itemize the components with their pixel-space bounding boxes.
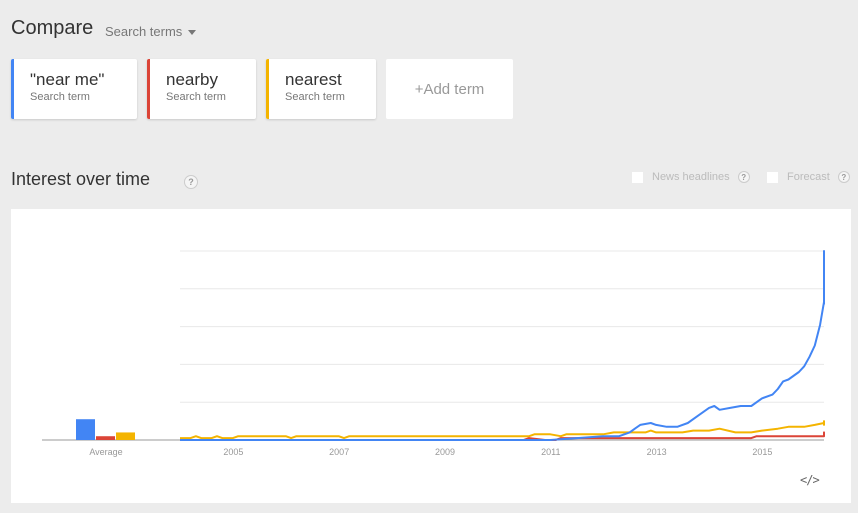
series-line[interactable] [180, 420, 825, 440]
section-title: Interest over time [11, 169, 151, 189]
x-tick-label: 2013 [647, 447, 667, 457]
news-headlines-checkbox[interactable] [632, 171, 643, 183]
search-terms-dropdown[interactable]: Search terms [105, 24, 197, 39]
average-bar[interactable] [96, 436, 115, 440]
x-tick-label: 2015 [752, 447, 772, 457]
help-icon[interactable]: ? [184, 175, 198, 189]
average-bar[interactable] [116, 432, 135, 440]
x-tick-label: 2005 [223, 447, 243, 457]
series-line[interactable] [180, 431, 825, 441]
line-chart-svg: Average 2005 2007 2009 2011 2013 2015 [42, 250, 825, 457]
term-color-bar [147, 59, 150, 119]
caret-down-icon [188, 30, 197, 35]
term-color-bar [266, 59, 269, 119]
average-bar[interactable] [76, 419, 95, 440]
term-color-bar [11, 59, 14, 119]
x-tick-label: 2011 [541, 447, 560, 457]
forecast-label: Forecast [787, 171, 830, 183]
term-type: Search term [30, 91, 90, 103]
term-card-nearest[interactable]: nearest Search term [266, 59, 376, 119]
search-terms-label: Search terms [105, 24, 183, 39]
help-icon[interactable]: ? [737, 171, 750, 183]
interest-chart: Average 2005 2007 2009 2011 2013 2015 [11, 209, 851, 503]
term-card-near-me[interactable]: "near me" Search term [11, 59, 137, 119]
term-name: nearest [285, 70, 342, 89]
x-tick-label: 2007 [329, 447, 349, 457]
term-card-nearby[interactable]: nearby Search term [147, 59, 256, 119]
compare-title: Compare [11, 17, 94, 39]
average-label: Average [89, 447, 122, 457]
term-type: Search term [285, 91, 345, 103]
news-headlines-label: News headlines [652, 171, 730, 183]
forecast-option[interactable]: Forecast ? [767, 171, 850, 183]
term-type: Search term [166, 91, 226, 103]
embed-code-icon[interactable]: </> [800, 473, 820, 487]
series-line[interactable] [180, 250, 825, 441]
forecast-checkbox[interactable] [767, 171, 778, 183]
add-term-button[interactable]: +Add term [386, 59, 513, 119]
news-headlines-option[interactable]: News headlines ? [632, 171, 750, 183]
term-name: "near me" [30, 70, 105, 89]
term-name: nearby [166, 70, 218, 89]
help-icon[interactable]: ? [837, 171, 850, 183]
x-tick-label: 2009 [435, 447, 455, 457]
